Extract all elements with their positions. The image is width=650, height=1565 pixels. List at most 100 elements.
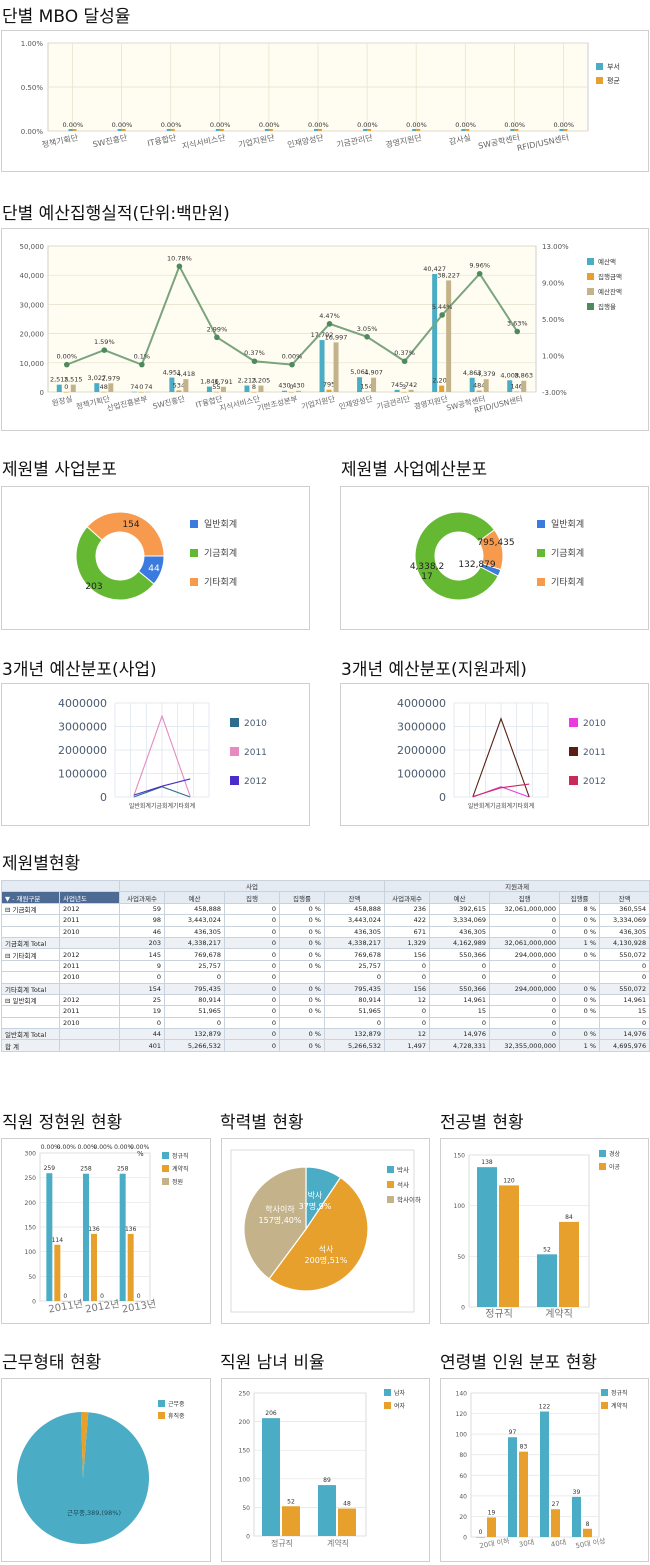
bar-계약직 [519,1451,528,1537]
x-tick-label: SW진흥단 [92,132,129,149]
y-tick-label: 120 [456,1411,468,1418]
table-cell: 0 [489,971,561,984]
table-cell: 14,961 [429,993,491,1007]
bar-data-label: 0 [100,1293,104,1300]
bar-평균 [367,129,372,131]
bar-계약직 [54,1244,61,1301]
table-cell: 0 [489,1016,561,1030]
table-cell: 550,366 [429,982,491,995]
column-header: 집행률 [559,891,601,904]
table-cell: 3,443,024 [164,914,225,927]
group-cell[interactable]: ⊟ 기금회계 [1,902,60,916]
table-cell: 360,554 [599,902,650,916]
y-tick-label: 100 [454,1203,466,1210]
x-tick-label: RFID/USN센터 [516,132,570,153]
legend-label: 정원 [172,1178,183,1186]
y-tick-label: 150 [454,1153,466,1160]
bar-예산액 [56,384,62,392]
y-tick-label: 3000000 [58,721,107,734]
legend-label: 박사 [397,1165,409,1174]
table-cell: 19 [119,1005,165,1018]
bar-data-label: 742 [405,381,417,389]
bar-경상 [477,1167,497,1307]
table-cell: 2011 [59,914,120,927]
table-cell: 0 % [279,1005,325,1018]
table-cell: 0 % [559,982,601,995]
bar-data-label: 3 [402,383,406,391]
table-cell: 436,305 [599,925,650,938]
legend-label: 부서 [607,62,620,71]
table-cell: 98 [119,914,165,927]
table-cell: 550,072 [599,948,650,961]
y-tick-label: 1.00% [21,40,44,48]
group-cell[interactable]: ⊟ 기타회계 [1,948,60,961]
table-cell: 0 [119,1016,165,1030]
y-tick-label: 1000000 [58,768,107,781]
group-cell [1,925,60,938]
table-cell: 132,879 [323,1028,386,1041]
slice-기타회계 [477,529,504,571]
table-cell: 15 [599,1005,650,1018]
legend-label: 정규직 [611,1390,628,1397]
bar-예산잔액 [108,383,114,392]
sup-group-header: 지원과제 [384,879,650,893]
table-row: ⊟ 일반회계 2012 25 80,914 0 0 % 80,914 12 14,961 0 0 %… [1,993,650,1007]
table-row: ⊟ 기금회계 2012 59 458,888 0 0 % 458,888 236 392,615… [1,902,650,916]
three-biz-chart: 4000000 3000000 2000000 1000000 0 2010 2011 201… [58,697,267,810]
table-cell: 0 [224,971,280,984]
bar-집행금액 [251,391,257,393]
slice-label: 37명,9% [299,1201,332,1211]
y-tick-label: 0 [40,389,44,397]
column-header[interactable]: ▼ - 재원구분 [1,891,60,904]
bar-data-label: 2,205 [252,377,271,385]
table-cell: 671 [384,925,431,938]
rate-point [214,334,220,341]
legend-swatch [537,549,545,557]
bar-평균 [121,129,126,131]
bar-data-label: 206 [265,1410,277,1417]
bar-평균 [72,129,77,131]
staff-title: 직원 정현원 현황 [2,1113,123,1133]
legend-swatch [569,718,578,727]
legend-swatch [601,1389,608,1396]
table-row: 2010 0 0 0 0 0 0 0 0 [1,1016,650,1030]
bar-평균 [563,129,568,131]
bar-평균 [219,129,224,131]
bar-계약직 [91,1233,97,1301]
line-2012 [472,783,530,798]
table-cell: 550,366 [429,948,491,961]
table-cell: 0 [384,1016,431,1030]
table-cell: 4,338,217 [164,936,225,950]
bar-data-label: 430 [292,382,304,390]
x-tick-label: 인재양성단 [338,393,374,411]
bar-집행금액 [176,390,182,392]
table-cell: 0 [429,1016,491,1030]
column-header: 예산 [164,891,225,904]
bar-data-label: 1,791 [214,378,233,386]
bar-예산잔액 [220,386,226,392]
age-chart: 140 120 100 80 60 40 20 0 0 19 20대 이하 97 83 30대 122 27 4… [456,1389,628,1550]
bar-data-label: 3,863 [514,372,533,380]
bar-예산잔액 [296,390,301,392]
group-cell: 기타회계 Total [1,982,60,995]
bar-data-label: 136 [125,1226,137,1233]
legend-label: 2010 [244,719,267,729]
bar-data-label: 83 [520,1444,528,1451]
legend-swatch [158,1412,165,1419]
bar-이공 [559,1221,579,1307]
legend-swatch [587,288,594,295]
rate-label: 3.63% [507,320,528,328]
table-cell: 0 [489,925,561,938]
bar-정규직 [508,1437,517,1537]
table-cell: 156 [384,948,431,961]
legend-swatch [537,520,545,528]
y-tick-label: 40 [459,1493,467,1500]
legend-swatch [162,1165,169,1172]
legend-label: 정규직 [172,1153,189,1160]
bar-data-label: 55 [212,383,220,391]
group-cell[interactable]: ⊟ 일반회계 [1,993,60,1007]
unit-label: % [137,1150,144,1158]
table-cell: 0 [489,993,561,1007]
table-cell: 8 % [559,902,601,916]
